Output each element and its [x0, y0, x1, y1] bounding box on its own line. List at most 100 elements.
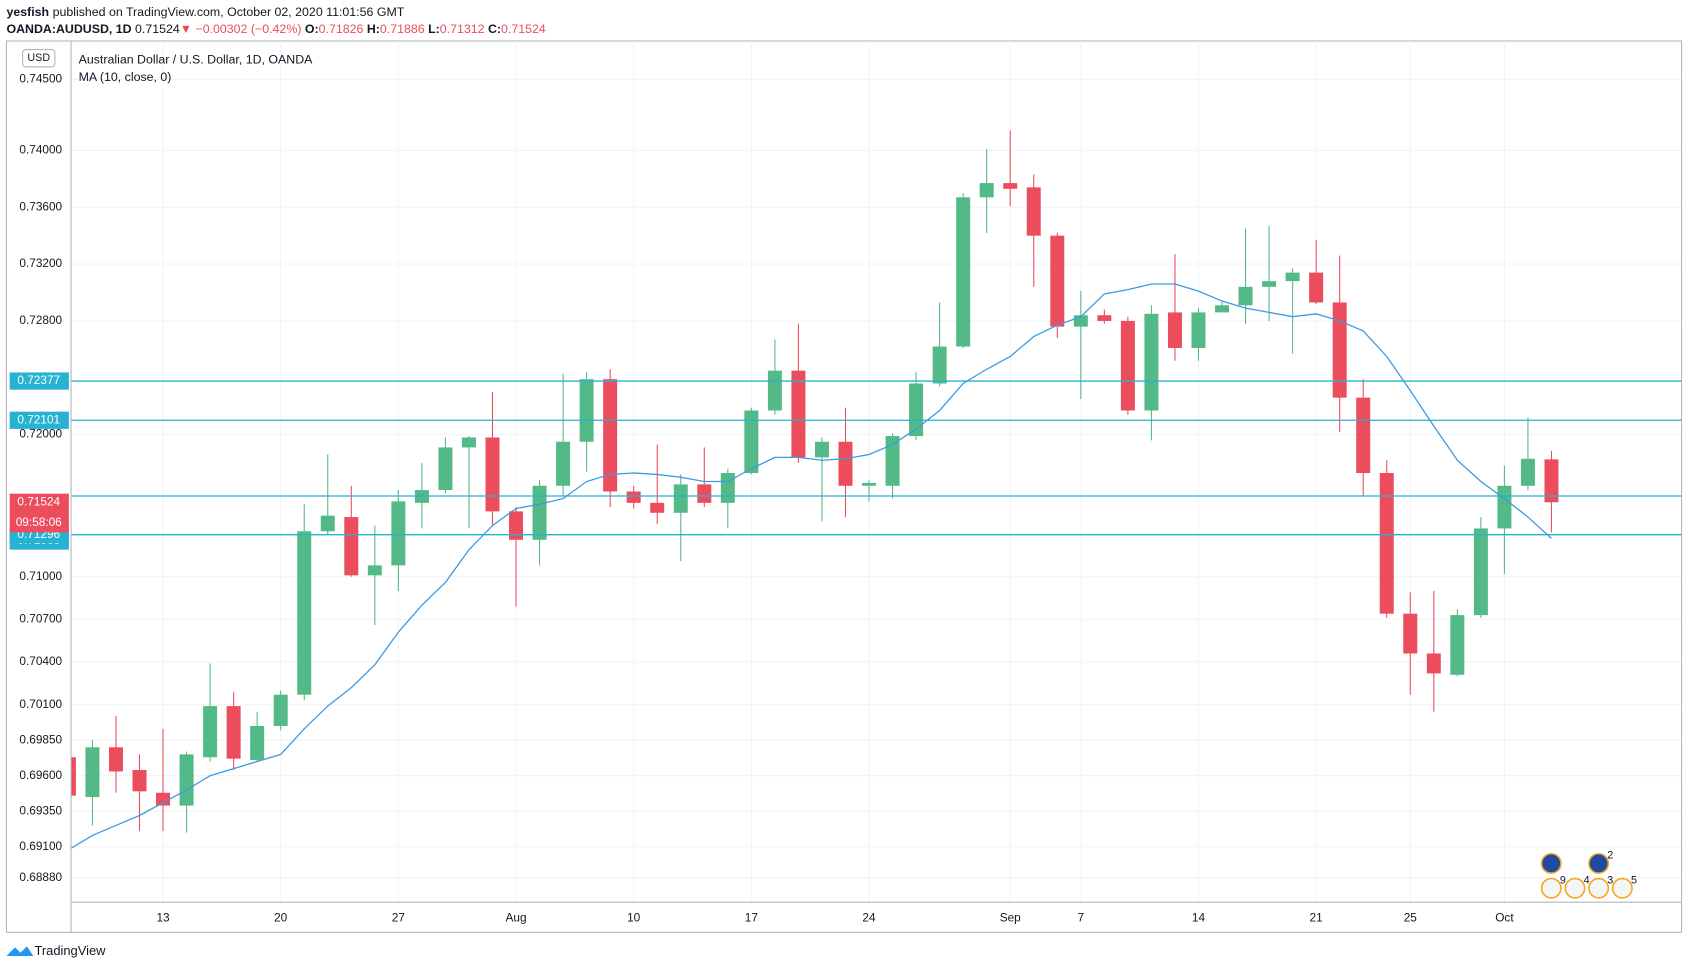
candle-body — [838, 441, 853, 486]
candle-body — [485, 437, 500, 512]
high: 0.71886 — [380, 22, 425, 36]
candle-body — [1167, 312, 1182, 348]
candle-body — [720, 473, 735, 503]
candle-body — [1238, 286, 1253, 306]
candle-body — [1473, 528, 1488, 616]
hline-label-box — [9, 372, 69, 390]
event-icon — [1564, 877, 1586, 899]
candle-body — [697, 484, 712, 503]
open: 0.71826 — [319, 22, 364, 36]
arrow: ▼ — [180, 22, 192, 36]
candle-body — [273, 694, 288, 726]
candle-body — [909, 383, 924, 437]
event-icon — [1540, 852, 1562, 874]
candle-body — [650, 502, 665, 513]
change: −0.00302 (−0.42%) — [195, 22, 301, 36]
candle-body — [814, 441, 829, 458]
y-tick-label: 0.70700 — [19, 612, 62, 626]
low: 0.71312 — [440, 22, 485, 36]
x-tick-label: 20 — [274, 910, 288, 924]
frame — [5, 40, 1683, 933]
event-count: 9 — [1560, 875, 1566, 887]
candle-body — [297, 531, 312, 695]
candle-body — [626, 491, 641, 503]
c-label: C: — [488, 22, 501, 36]
x-tick-label: 21 — [1310, 910, 1323, 924]
candle-body — [391, 501, 406, 566]
candle-body — [250, 725, 265, 761]
candle-body — [85, 747, 100, 798]
candle-body — [71, 757, 76, 796]
candle-body — [1332, 302, 1347, 398]
y-tick-label: 0.70100 — [19, 697, 62, 711]
x-tick-label: 17 — [745, 910, 758, 924]
candle-body — [1497, 485, 1512, 529]
candle-body — [1403, 613, 1418, 654]
candle-body — [956, 197, 971, 347]
symbol: OANDA:AUDUSD, 1D — [6, 22, 131, 36]
candle-body — [1356, 397, 1371, 474]
y-tick-label: 0.73200 — [19, 256, 62, 270]
x-tick-label: 25 — [1404, 910, 1418, 924]
candle-body — [179, 754, 194, 806]
candle-body — [438, 447, 453, 491]
candle-body — [1097, 315, 1112, 321]
candle-body — [932, 346, 947, 384]
candle-body — [1003, 183, 1018, 189]
candle-body — [1379, 473, 1394, 614]
candle-body — [1262, 281, 1277, 287]
y-tick-label: 0.74500 — [19, 71, 62, 85]
last-price-box — [9, 493, 69, 533]
y-tick-label: 0.69600 — [19, 768, 62, 782]
y-tick-label: 0.72800 — [19, 313, 62, 327]
candle-body — [1309, 272, 1324, 303]
event-icon — [1588, 852, 1610, 874]
candle-body — [367, 565, 382, 576]
candle-body — [509, 511, 524, 540]
event-icon — [1540, 877, 1562, 899]
x-tick-label: 10 — [627, 910, 641, 924]
candle-body — [203, 706, 218, 758]
header-quote: OANDA:AUDUSD, 1D 0.71524▼ −0.00302 (−0.4… — [6, 22, 545, 36]
candle-body — [603, 379, 618, 492]
y-tick-label: 0.74000 — [19, 143, 62, 157]
ma-line — [71, 283, 1552, 850]
x-tick-label: 14 — [1192, 910, 1206, 924]
hline-label: 0.72377 — [17, 373, 60, 387]
y-tick-label: 0.73600 — [19, 199, 62, 213]
o-label: O: — [305, 22, 319, 36]
last: 0.71524 — [135, 22, 180, 36]
candle-body — [1191, 312, 1206, 348]
countdown: 09:58:06 — [16, 515, 62, 529]
y-tick-label: 0.72000 — [19, 427, 62, 441]
x-tick-label: 13 — [156, 910, 170, 924]
candle-body — [344, 517, 359, 576]
h-label: H: — [367, 22, 380, 36]
currency: USD — [27, 52, 50, 64]
header-line: yesfish published on TradingView.com, Oc… — [6, 5, 404, 19]
candle-body — [1544, 459, 1559, 503]
x-tick-label: Oct — [1495, 910, 1514, 924]
candle-body — [1520, 458, 1535, 486]
hline-label: 0.72101 — [17, 412, 60, 426]
candle-body — [744, 410, 759, 474]
overlay-label: MA (10, close, 0) — [79, 70, 172, 84]
hline-label-box — [9, 411, 69, 429]
candle-body — [108, 747, 123, 772]
y-tick-label: 0.69100 — [19, 839, 62, 853]
candle-body — [226, 706, 241, 759]
event-icon — [1611, 877, 1633, 899]
last-price-label: 0.71524 — [17, 494, 60, 508]
candle-body — [1073, 315, 1088, 327]
candle-body — [1144, 313, 1159, 411]
candle-body — [579, 379, 594, 442]
x-tick-label: 7 — [1078, 910, 1085, 924]
y-tick-label: 0.69850 — [19, 732, 62, 746]
candle-body — [1050, 235, 1065, 327]
currency-box — [22, 49, 56, 68]
y-tick-label: 0.70400 — [19, 654, 62, 668]
chart-title: Australian Dollar / U.S. Dollar, 1D, OAN… — [79, 53, 314, 67]
candle-body — [673, 484, 688, 513]
candle-body — [461, 437, 476, 448]
